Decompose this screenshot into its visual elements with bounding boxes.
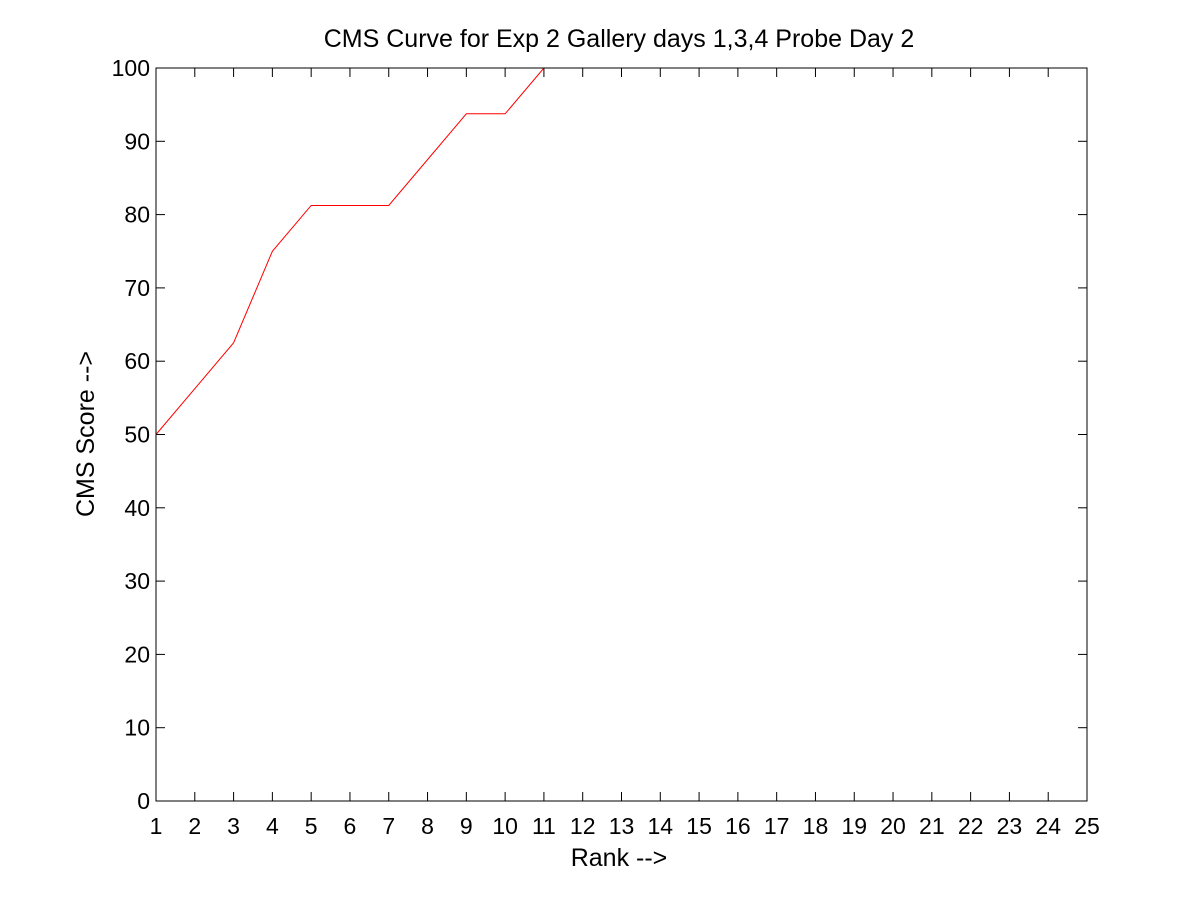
x-tick-label: 12	[570, 813, 596, 839]
x-tick-label: 19	[841, 813, 867, 839]
y-tick-label: 0	[137, 788, 150, 814]
x-tick-label: 14	[647, 813, 673, 839]
x-axis-label: Rank -->	[571, 844, 668, 872]
x-tick-label: 25	[1074, 813, 1100, 839]
x-tick-label: 4	[266, 813, 279, 839]
x-tick-label: 16	[725, 813, 751, 839]
x-tick-label: 9	[460, 813, 473, 839]
plot-area	[156, 68, 1087, 801]
x-tick-label: 22	[958, 813, 984, 839]
x-tick-label: 20	[880, 813, 906, 839]
y-tick-label: 10	[124, 715, 150, 741]
x-tick-label: 10	[492, 813, 518, 839]
x-tick-label: 6	[344, 813, 357, 839]
x-tick-label: 18	[803, 813, 829, 839]
x-tick-label: 2	[188, 813, 201, 839]
x-tick-label: 15	[686, 813, 712, 839]
y-tick-label: 60	[124, 348, 150, 374]
x-tick-label: 7	[382, 813, 395, 839]
x-tick-label: 3	[227, 813, 240, 839]
x-tick-label: 11	[532, 813, 556, 839]
y-tick-label: 100	[112, 55, 150, 81]
x-tick-label: 17	[764, 813, 790, 839]
y-tick-label: 20	[124, 641, 150, 667]
y-tick-label: 80	[124, 202, 150, 228]
y-tick-label: 70	[124, 275, 150, 301]
y-tick-label: 50	[124, 422, 150, 448]
x-axis: 1 2 3 4 5 6 7 8 9 10 11 12 13 14 15 16 17 18 19 20 21 22 23 24 2…	[150, 68, 1100, 839]
y-axis-label: CMS Score -->	[72, 351, 100, 517]
y-tick-label: 30	[124, 568, 150, 594]
x-tick-label: 1	[150, 813, 163, 839]
x-tick-label: 23	[997, 813, 1023, 839]
x-tick-label: 21	[919, 813, 945, 839]
y-axis: 0 10 20 30 40 50 60 70 80 90 100	[112, 55, 1087, 814]
y-tick-label: 90	[124, 128, 150, 154]
x-tick-label: 13	[609, 813, 635, 839]
plot-frame	[155, 67, 1088, 802]
x-tick-label: 8	[421, 813, 434, 839]
y-tick-label: 40	[124, 495, 150, 521]
x-tick-label: 5	[305, 813, 318, 839]
chart-title: CMS Curve for Exp 2 Gallery days 1,3,4 P…	[324, 25, 915, 53]
x-tick-label: 24	[1035, 813, 1061, 839]
